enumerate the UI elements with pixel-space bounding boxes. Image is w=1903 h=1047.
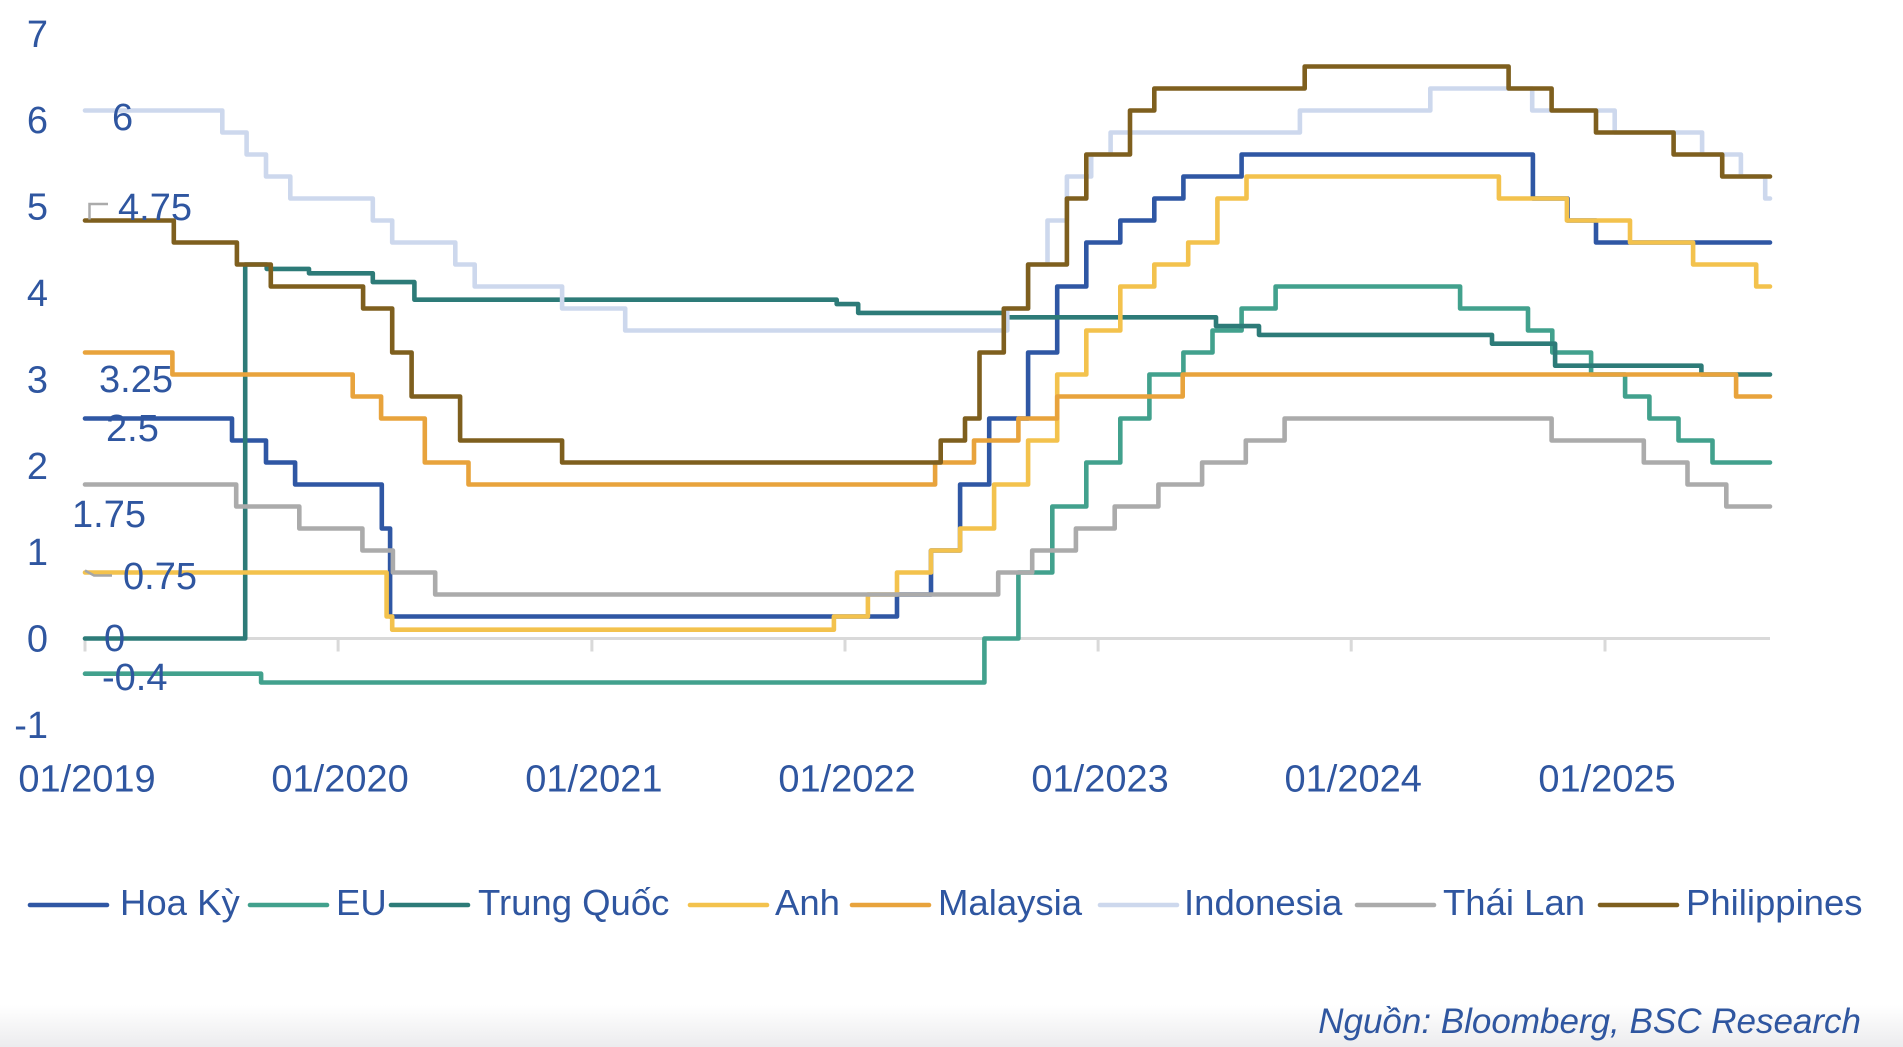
svg-text:Philippines: Philippines bbox=[1686, 882, 1863, 923]
svg-text:Hoa Kỳ: Hoa Kỳ bbox=[120, 882, 240, 923]
svg-text:3.25: 3.25 bbox=[99, 359, 173, 401]
svg-text:1.75: 1.75 bbox=[72, 494, 146, 536]
svg-text:01/2024: 01/2024 bbox=[1285, 759, 1422, 801]
svg-text:1: 1 bbox=[27, 532, 48, 574]
svg-text:-0.4: -0.4 bbox=[102, 657, 167, 699]
svg-text:5: 5 bbox=[27, 187, 48, 229]
svg-text:2.5: 2.5 bbox=[106, 408, 159, 450]
svg-text:6: 6 bbox=[112, 97, 133, 139]
svg-text:Indonesia: Indonesia bbox=[1184, 882, 1343, 923]
svg-text:01/2021: 01/2021 bbox=[525, 759, 662, 801]
svg-text:Anh: Anh bbox=[775, 882, 840, 923]
svg-text:2: 2 bbox=[27, 446, 48, 488]
svg-text:6: 6 bbox=[27, 100, 48, 142]
svg-text:01/2023: 01/2023 bbox=[1031, 759, 1168, 801]
svg-text:Trung Quốc: Trung Quốc bbox=[478, 882, 669, 923]
svg-text:4: 4 bbox=[27, 273, 48, 315]
svg-text:Thái Lan: Thái Lan bbox=[1443, 882, 1585, 923]
svg-text:0: 0 bbox=[104, 618, 125, 660]
svg-text:Malaysia: Malaysia bbox=[938, 882, 1083, 923]
svg-text:01/2022: 01/2022 bbox=[778, 759, 915, 801]
svg-text:EU: EU bbox=[336, 882, 387, 923]
svg-text:3: 3 bbox=[27, 359, 48, 401]
svg-text:0: 0 bbox=[27, 619, 48, 661]
svg-text:01/2019: 01/2019 bbox=[18, 759, 155, 801]
svg-text:-1: -1 bbox=[14, 705, 48, 747]
svg-text:7: 7 bbox=[27, 14, 48, 56]
svg-text:0.75: 0.75 bbox=[123, 556, 197, 598]
svg-text:01/2025: 01/2025 bbox=[1538, 759, 1675, 801]
svg-text:Nguồn: Bloomberg, BSC Research: Nguồn: Bloomberg, BSC Research bbox=[1318, 1002, 1861, 1041]
svg-text:4.75: 4.75 bbox=[118, 187, 192, 229]
svg-text:01/2020: 01/2020 bbox=[271, 759, 408, 801]
